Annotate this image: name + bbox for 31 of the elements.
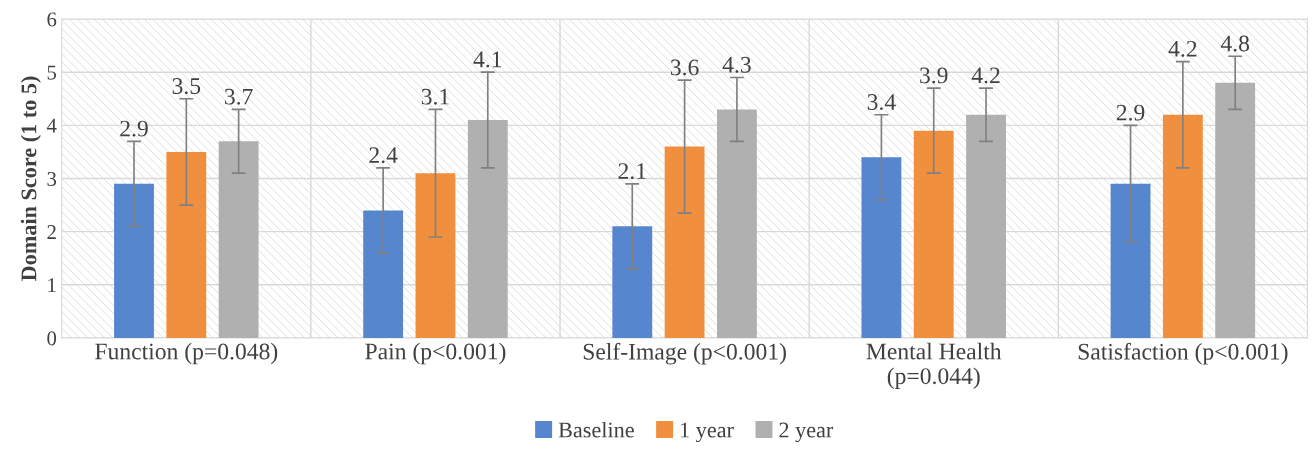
y-tick-label: 2 (47, 225, 56, 239)
legend-label: Baseline (558, 421, 634, 438)
y-axis-title: Domain Score (1 to 5) (20, 76, 41, 281)
y-tick-label: 4 (46, 118, 57, 133)
data-label: 4.1 (473, 51, 502, 68)
data-label: 4.3 (722, 56, 751, 73)
y-tick-label: 6 (47, 12, 57, 27)
data-label: 4.2 (1168, 40, 1197, 57)
data-label: 4.2 (971, 67, 1000, 84)
x-tick-label: Mental Health (p=0.044) (866, 342, 1002, 389)
y-tick-label: 0 (47, 331, 57, 346)
y-tick-label: 1 (48, 278, 56, 293)
data-label: 3.1 (421, 88, 449, 105)
data-label: 3.9 (920, 67, 948, 84)
data-label: 3.4 (867, 94, 896, 111)
y-tick-label: 3 (47, 171, 57, 186)
data-label: 2.9 (1116, 104, 1145, 121)
x-tick-label: Self-Image (p<0.001) (583, 342, 786, 365)
legend-label: 1 year (681, 422, 734, 443)
data-label: 3.6 (670, 59, 699, 76)
y-tick-label: 5 (47, 65, 57, 80)
data-label: 3.7 (225, 88, 253, 105)
data-label: 2.9 (120, 120, 148, 137)
x-tick-label: Satisfaction (p<0.001) (1078, 342, 1288, 365)
legend-label: 2 year (779, 422, 834, 443)
data-label: 4.8 (1220, 35, 1250, 52)
data-label: 2.4 (369, 147, 398, 164)
data-label: 3.5 (172, 78, 201, 95)
x-tick-label: Function (p=0.048) (95, 342, 278, 365)
data-label: 2.1 (618, 163, 646, 180)
x-tick-label: Pain (p<0.001) (365, 342, 506, 365)
